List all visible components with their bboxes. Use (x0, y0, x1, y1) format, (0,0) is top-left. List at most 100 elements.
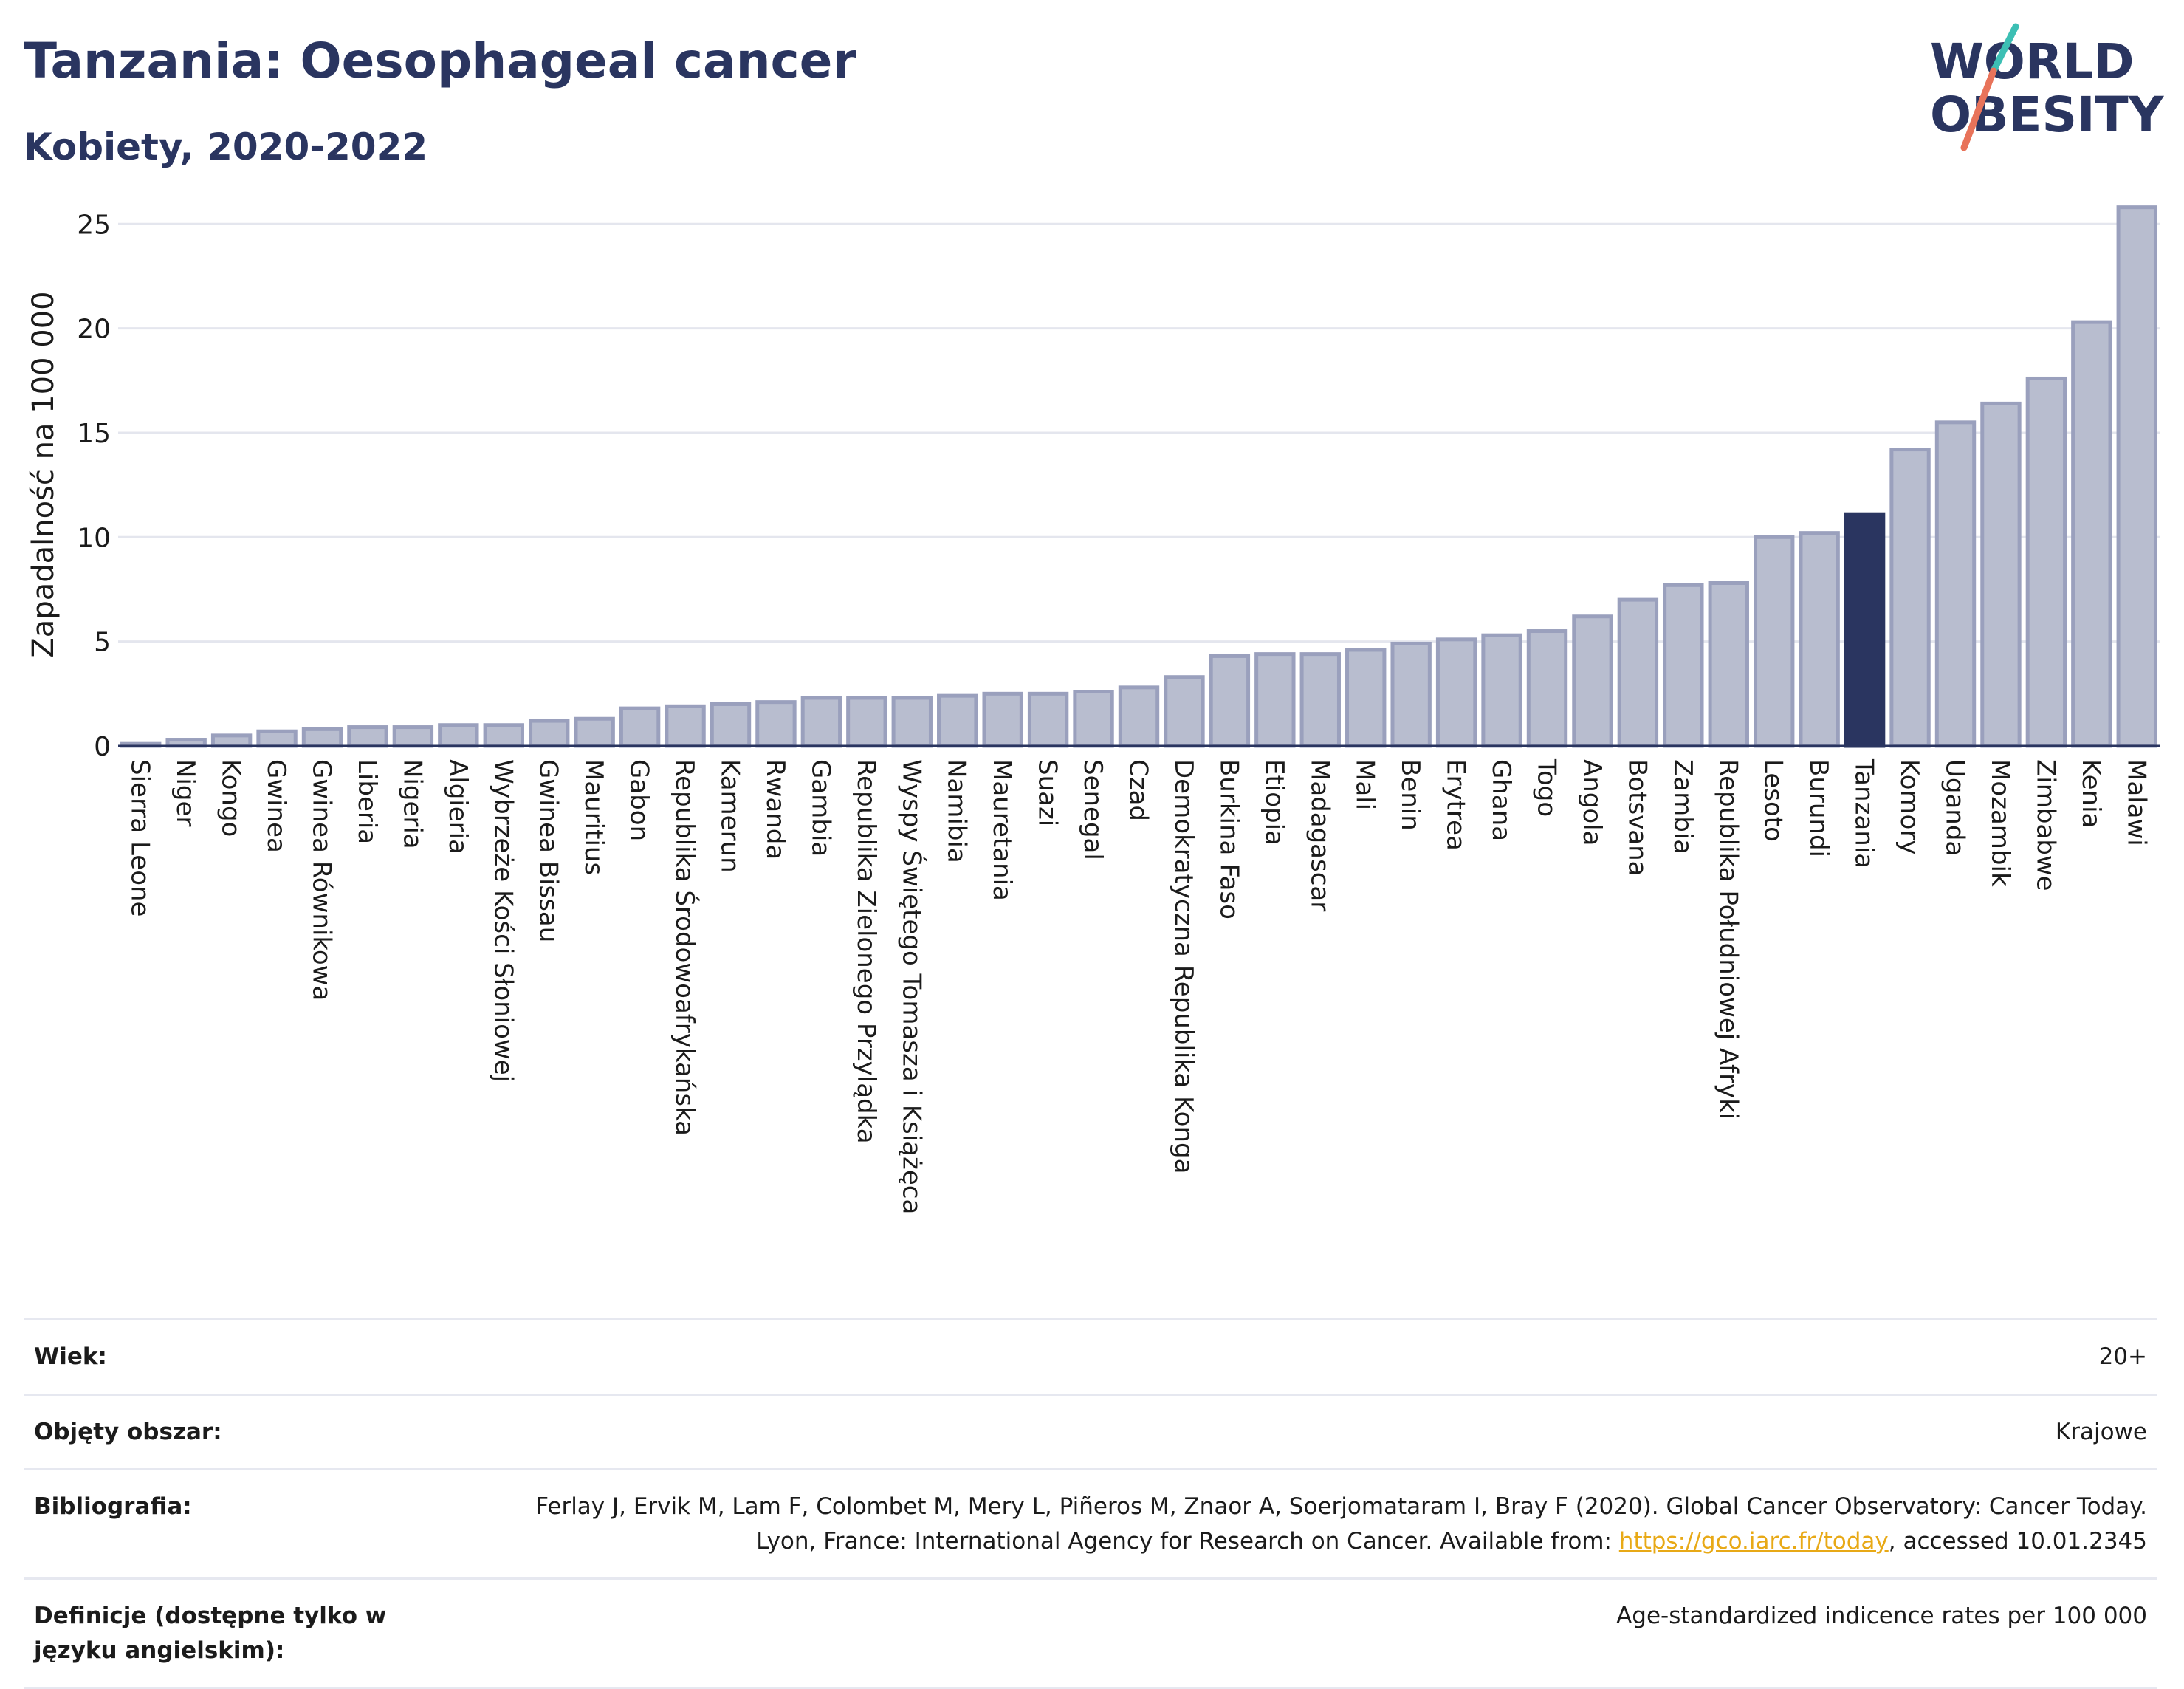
meta-key: Definicje (dostępne tylko w języku angie… (24, 1577, 487, 1689)
x-tick-label: Wybrzeże Kości Słoniowej (488, 759, 518, 1082)
meta-row-definitions: Definicje (dostępne tylko w języku angie… (24, 1577, 2157, 1689)
x-tick-label: Malawi (2121, 759, 2151, 846)
bars (120, 205, 2157, 748)
logo-slash-bottom (1960, 67, 1997, 151)
bar (1617, 597, 1659, 748)
x-tick-label: Zambia (1668, 759, 1697, 854)
meta-row-area: Objęty obszar: Krajowe (24, 1393, 2157, 1470)
bar (800, 696, 842, 748)
metadata-table: Wiek: 20+ Objęty obszar: Krajowe Bibliog… (24, 1318, 2157, 1689)
x-tick-label: Czad (1124, 759, 1153, 821)
x-tick-label: Republika Południowej Afryki (1713, 759, 1742, 1120)
bar (347, 725, 388, 748)
bar (529, 719, 570, 748)
x-tick-label: Suazi (1033, 759, 1062, 826)
bar (256, 729, 298, 748)
x-tick-label: Algieria (443, 759, 473, 854)
x-tick-label: Gambia (806, 759, 835, 857)
x-tick-label: Madagascar (1305, 759, 1334, 911)
x-tick-label: Ghana (1486, 759, 1516, 841)
gridlines (118, 222, 2160, 643)
bar (210, 733, 253, 748)
x-tick-label: Burkina Faso (1214, 759, 1243, 919)
bar (1526, 629, 1568, 748)
x-tick-label: Angola (1577, 759, 1607, 846)
bar (1345, 648, 1387, 748)
bar (1209, 654, 1251, 748)
x-tick-label: Liberia (352, 759, 382, 844)
meta-row-bibliography: Bibliografia: Ferlay J, Ervik M, Lam F, … (24, 1468, 2157, 1580)
bar (1073, 690, 1114, 748)
x-tick-label: Togo (1532, 758, 1562, 817)
y-tick-label: 5 (94, 628, 111, 658)
x-tick-label: Kenia (2076, 759, 2106, 828)
bar (1164, 675, 1205, 748)
y-tick-label: 0 (94, 732, 111, 762)
bar (710, 702, 752, 748)
chart-subtitle: Kobiety, 2020-2022 (24, 126, 428, 168)
bar (392, 725, 434, 748)
bar (483, 723, 524, 748)
bar (2071, 320, 2112, 748)
x-tick-label: Mali (1350, 759, 1380, 810)
world-obesity-logo: WORLD OBESITY (1930, 23, 2165, 151)
x-tick-label: Erytrea (1441, 759, 1471, 851)
x-tick-label: Sierra Leone (126, 759, 155, 917)
x-tick-label: Namibia (942, 759, 972, 863)
x-tick-label: Etiopia (1260, 759, 1289, 846)
meta-key: Objęty obszar: (24, 1393, 487, 1470)
bar (982, 691, 1023, 748)
x-tick-label: Zimbabwe (2030, 759, 2060, 891)
meta-key: Wiek: (24, 1318, 487, 1396)
bar-chart: 0 5 10 15 20 25 Sierra Leone Niger Kongo Gwinea G… (27, 205, 2160, 1214)
x-tick-labels: Sierra Leone Niger Kongo Gwinea Gwinea Równi… (126, 758, 2152, 1214)
x-tick-label: Botsvana (1622, 759, 1652, 877)
bar (1663, 583, 1704, 748)
bar (755, 700, 797, 748)
bar (1254, 652, 1296, 748)
x-tick-label: Wyspy Świętego Tomasza i Książęca (896, 759, 927, 1214)
y-tick-label: 20 (77, 315, 111, 345)
bar (937, 693, 978, 748)
logo-line1: WORLD (1930, 33, 2135, 90)
x-tick-label: Uganda (1940, 759, 1970, 856)
y-tick-label: 10 (77, 523, 111, 553)
x-tick-label: Gabon (625, 759, 654, 841)
bibliography-accessed: , accessed 10.01.2345 (1888, 1527, 2147, 1555)
bar (1027, 691, 1069, 748)
bar (891, 696, 933, 748)
bar (2025, 376, 2067, 748)
bar (1435, 637, 1477, 748)
bar (1799, 531, 1840, 748)
bar-highlighted (1844, 512, 1886, 748)
bar (2116, 205, 2157, 748)
bar (619, 706, 661, 748)
bar (1299, 652, 1341, 748)
bar (1889, 448, 1931, 748)
bar (301, 727, 343, 748)
x-tick-label: Kongo (216, 759, 246, 837)
meta-row-age: Wiek: 20+ (24, 1318, 2157, 1396)
meta-key: Bibliografia: (24, 1468, 487, 1580)
bar (1754, 535, 1795, 748)
bar (1708, 581, 1749, 748)
logo-line2: OBESITY (1930, 86, 2165, 143)
bar (665, 704, 706, 748)
meta-value: Age-standardized indicence rates per 100… (487, 1577, 2157, 1689)
x-tick-label: Lesoto (1759, 759, 1788, 842)
bar (846, 696, 887, 748)
bar (1934, 420, 1977, 748)
x-tick-label: Gwinea Równikowa (307, 759, 337, 1001)
bar (1572, 614, 1613, 748)
x-tick-label: Republika Zielonego Przylądka (851, 759, 881, 1144)
x-tick-label: Mauretania (987, 759, 1017, 901)
y-tick-label: 15 (77, 419, 111, 449)
bar (1390, 641, 1432, 748)
meta-value: Krajowe (487, 1393, 2157, 1470)
source-link[interactable]: https://gco.iarc.fr/today (1618, 1527, 1889, 1555)
bar (1980, 401, 2022, 748)
y-axis-label: Zapadalność na 100 000 (27, 291, 61, 657)
x-tick-label: Nigeria (397, 759, 427, 849)
x-tick-label: Republika Środowoafrykańska (670, 759, 700, 1136)
x-tick-label: Rwanda (760, 759, 790, 860)
